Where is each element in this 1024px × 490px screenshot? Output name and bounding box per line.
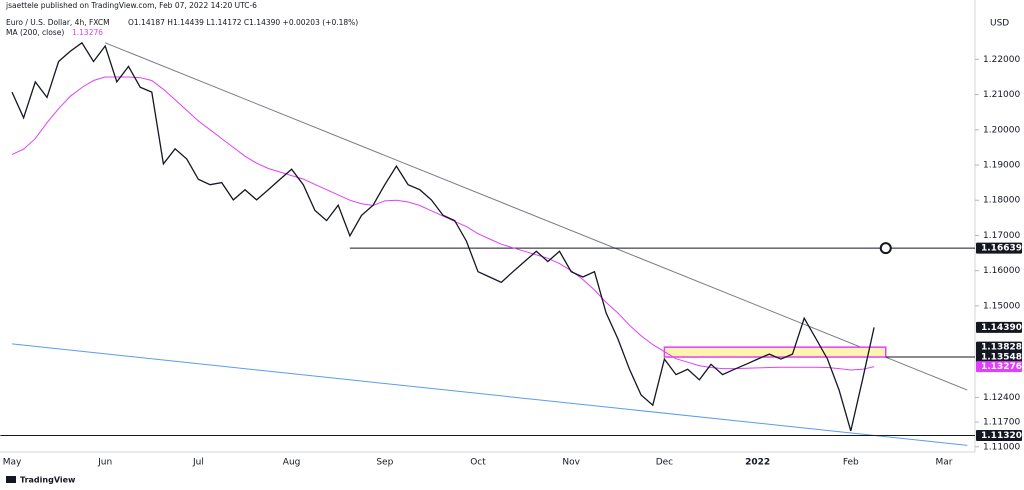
y-tick-label: 1.22000 <box>983 55 1020 65</box>
price-badge-label: 1.13276 <box>981 362 1022 372</box>
price-badge-label: 1.13548 <box>981 353 1022 363</box>
zone <box>663 346 887 358</box>
x-tick-label: Mar <box>936 458 953 468</box>
y-tick-label: 1.19000 <box>983 161 1020 171</box>
price-badge <box>976 351 1022 363</box>
x-tick-label: Aug <box>283 458 301 468</box>
indicator: MA (200, close) <box>6 28 64 37</box>
y-tick-label: 1.15000 <box>983 301 1020 311</box>
currency: USD <box>990 19 1009 29</box>
y-tick-label: 1.17000 <box>983 231 1020 241</box>
publisher: jsaettele published on TradingView.com, … <box>5 1 257 10</box>
footer: TradingView <box>20 476 76 485</box>
price-badge-label: 1.16639 <box>981 244 1022 254</box>
price-badge-label: 1.13828 <box>981 343 1022 353</box>
x-tick-label: Jun <box>97 458 112 468</box>
x-tick-label: 2022 <box>745 458 770 468</box>
price-badge-label: 1.11320 <box>981 431 1022 441</box>
y-tick-label: 1.21000 <box>983 90 1020 100</box>
indicator-value: 1.13276 <box>72 28 103 37</box>
footer-logo <box>6 476 16 483</box>
x-tick-label: Nov <box>562 458 580 468</box>
price-line <box>11 41 875 432</box>
trendline <box>105 42 968 391</box>
x-tick-label: Jul <box>192 458 204 468</box>
price-badge-label: 1.14390 <box>981 323 1022 333</box>
y-tick-label: 1.18000 <box>983 196 1020 206</box>
price-badge <box>976 429 1022 441</box>
target <box>879 242 892 255</box>
x-tick-label: Feb <box>843 458 859 468</box>
price-badge <box>976 321 1022 333</box>
y-tick-label: 1.12400 <box>983 393 1020 403</box>
price-badge <box>976 361 1022 373</box>
y-tick-label: 1.16000 <box>983 266 1020 276</box>
price-badge <box>976 341 1022 353</box>
price-badge <box>976 242 1022 254</box>
ohlc: O1.14187 H1.14439 L1.14172 C1.14390 +0.0… <box>128 18 358 27</box>
x-tick-label: Oct <box>470 458 486 468</box>
y-tick-label: 1.11000 <box>983 442 1020 452</box>
y-tick-label: 1.20000 <box>983 125 1020 135</box>
trendline <box>11 343 968 446</box>
symbol: Euro / U.S. Dollar, 4h, FXCM <box>6 18 110 27</box>
x-tick-label: May <box>3 458 22 468</box>
y-tick-label: 1.11700 <box>983 418 1020 428</box>
x-tick-label: Sep <box>376 458 393 468</box>
x-tick-label: Dec <box>656 458 673 468</box>
